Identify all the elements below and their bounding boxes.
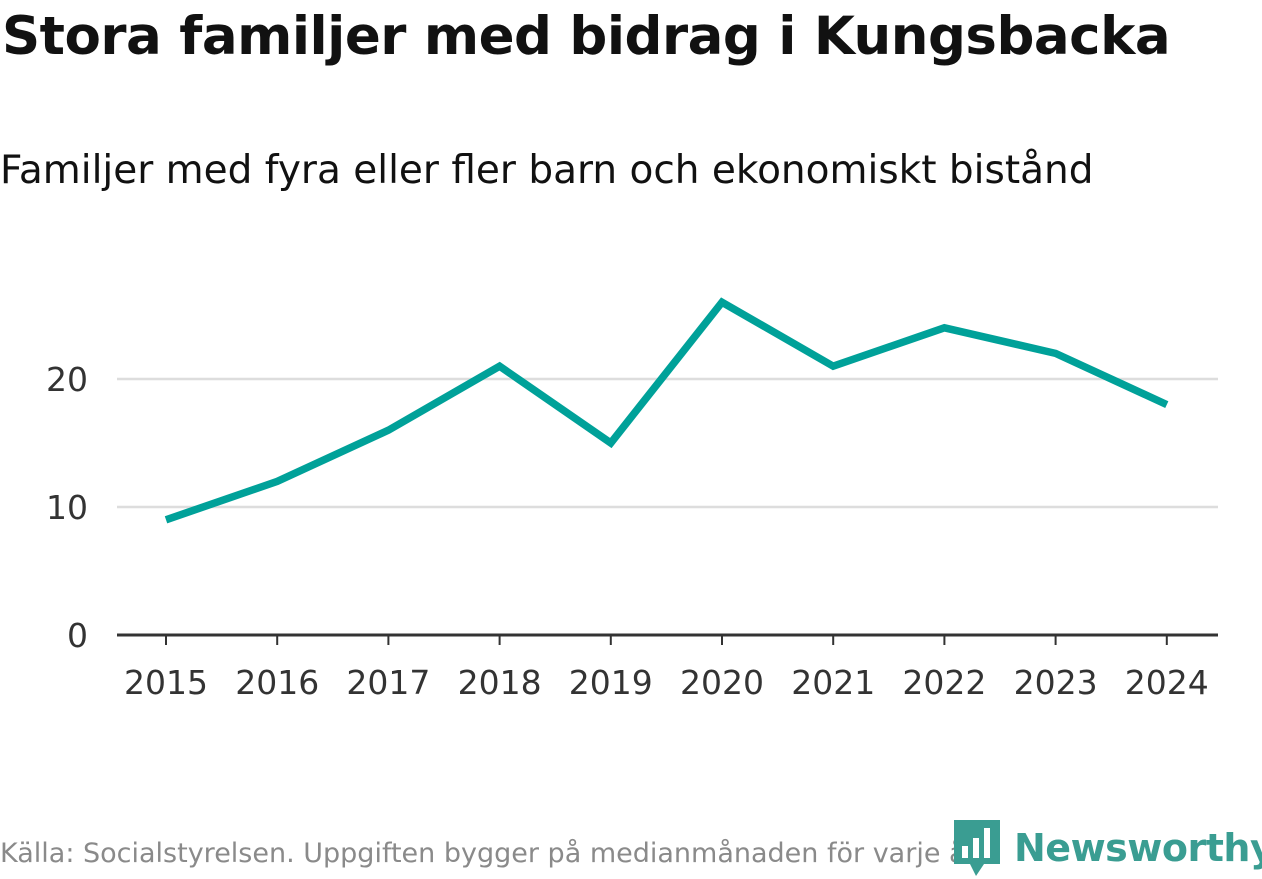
x-tick-label: 2017 <box>346 663 430 702</box>
newsworthy-logo-icon <box>954 820 1000 876</box>
x-tick-label: 2022 <box>902 663 986 702</box>
x-tick-label: 2019 <box>569 663 653 702</box>
x-tick-label: 2018 <box>458 663 542 702</box>
x-axis-ticks: 2015 2016 2017 2018 2019 2020 2021 2022 2023 2024 <box>124 635 1209 702</box>
x-tick-label: 2023 <box>1014 663 1098 702</box>
y-tick-label: 10 <box>46 488 88 527</box>
y-tick-label: 20 <box>46 360 88 399</box>
series <box>164 297 1169 524</box>
y-axis-ticks: 0 10 20 <box>46 360 88 655</box>
brand-logo: Newsworthy <box>952 818 1262 878</box>
x-tick-label: 2020 <box>680 663 764 702</box>
x-tick-label: 2024 <box>1125 663 1209 702</box>
chart-subtitle: Familjer med fyra eller fler barn och ek… <box>0 148 1094 193</box>
series-line-0 <box>164 297 1169 524</box>
x-tick-label: 2021 <box>791 663 875 702</box>
source-note: Källa: Socialstyrelsen. Uppgiften bygger… <box>0 838 977 869</box>
x-tick-label: 2015 <box>124 663 208 702</box>
y-tick-label: 0 <box>67 616 88 655</box>
chart-title: Stora familjer med bidrag i Kungsbacka <box>2 6 1171 67</box>
brand-name: Newsworthy <box>1014 826 1262 870</box>
gridlines <box>117 377 1218 509</box>
x-tick-label: 2016 <box>235 663 319 702</box>
